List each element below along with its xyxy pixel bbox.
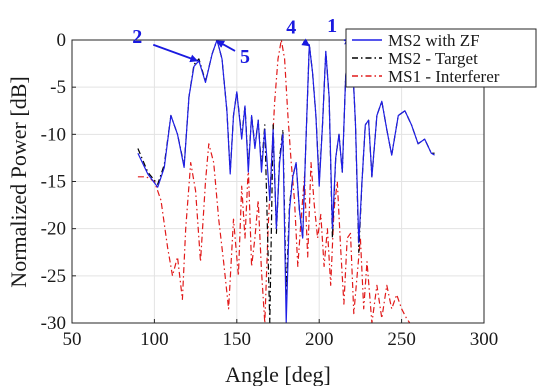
y-tick-label: -25 bbox=[41, 266, 66, 287]
annotation-arrow bbox=[301, 38, 311, 47]
x-tick-label: 200 bbox=[305, 329, 334, 350]
annotation-arrow bbox=[216, 40, 236, 52]
annotations: 1 2 4 5 bbox=[132, 15, 354, 68]
annotation-label: 2 bbox=[132, 26, 142, 48]
series-line-3 bbox=[137, 40, 411, 323]
annotation-label: 1 bbox=[327, 15, 337, 37]
annotation-label: 5 bbox=[240, 46, 250, 68]
x-tick-label: 300 bbox=[470, 329, 499, 350]
x-tick-label: 100 bbox=[140, 329, 169, 350]
series-group bbox=[137, 40, 435, 323]
x-axis-label: Angle [deg] bbox=[225, 362, 331, 386]
x-tick-label: 50 bbox=[63, 329, 82, 350]
x-tick-label: 250 bbox=[387, 329, 416, 350]
annotation-arrow bbox=[152, 43, 199, 63]
y-tick-label: -20 bbox=[41, 219, 66, 240]
series-line-1 bbox=[137, 40, 435, 323]
legend-box bbox=[345, 28, 537, 88]
y-tick-label: -30 bbox=[41, 313, 66, 334]
y-tick-label: 0 bbox=[57, 30, 67, 51]
tick-labels: 50 100 150 200 250 300 0 -5 -10 -15 -20 -25 -30 bbox=[41, 30, 499, 350]
legend-label: MS1 - Interferer bbox=[388, 67, 500, 86]
y-tick-label: -5 bbox=[50, 77, 66, 98]
y-axis-label: Normalized Power [dB] bbox=[6, 76, 31, 287]
y-tick-label: -10 bbox=[41, 124, 66, 145]
legend-label: MS2 with ZF bbox=[388, 31, 480, 50]
annotation-label: 4 bbox=[286, 17, 296, 39]
y-tick-label: -15 bbox=[41, 172, 66, 193]
legend-label: MS2 - Target bbox=[388, 49, 478, 68]
x-tick-label: 150 bbox=[223, 329, 252, 350]
